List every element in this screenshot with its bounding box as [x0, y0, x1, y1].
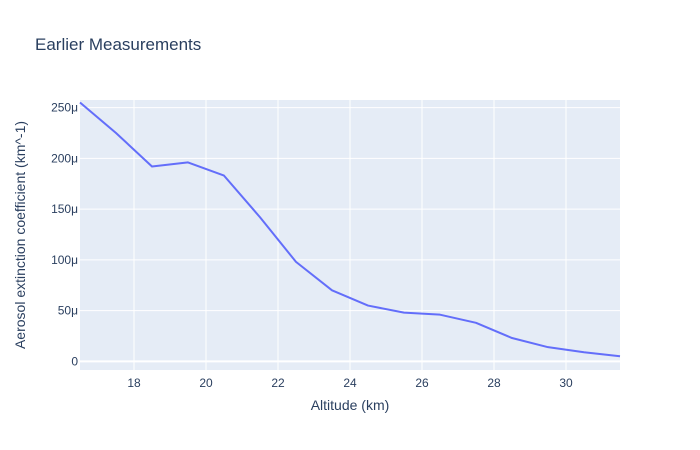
- x-tick-label: 20: [199, 376, 213, 390]
- tick-labels: 18 20 22 24 26 28 30 0 50μ 100μ 150μ 200μ 250μ: [51, 101, 573, 390]
- y-tick-label: 100μ: [51, 253, 78, 267]
- y-tick-label: 200μ: [51, 151, 78, 165]
- x-tick-label: 26: [415, 376, 429, 390]
- y-tick-label: 50μ: [58, 304, 78, 318]
- y-tick-label: 250μ: [51, 101, 78, 115]
- x-tick-label: 22: [271, 376, 285, 390]
- grid-lines: [80, 100, 620, 370]
- x-tick-label: 18: [127, 376, 141, 390]
- series-layer: [79, 101, 621, 358]
- y-tick-label: 0: [71, 354, 78, 368]
- y-axis-label: Aerosol extinction coefficient (km^-1): [12, 121, 28, 349]
- series-line: [79, 101, 621, 358]
- x-axis-label: Altitude (km): [311, 397, 390, 413]
- x-tick-label: 24: [343, 376, 357, 390]
- x-tick-label: 28: [487, 376, 501, 390]
- chart-title: Earlier Measurements: [35, 35, 201, 54]
- x-tick-label: 30: [559, 376, 573, 390]
- y-tick-label: 150μ: [51, 202, 78, 216]
